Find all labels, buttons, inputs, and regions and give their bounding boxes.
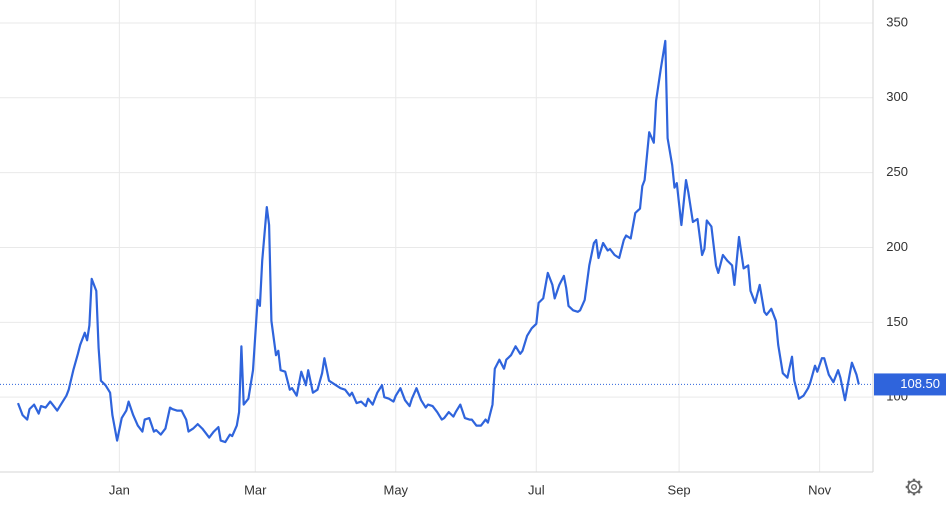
y-tick-label: 150 — [886, 314, 908, 329]
x-tick-label: Sep — [668, 482, 691, 497]
last-value-label: 108.50 — [900, 376, 940, 391]
x-tick-label: May — [383, 482, 408, 497]
y-tick-label: 300 — [886, 89, 908, 104]
x-tick-label: Mar — [244, 482, 267, 497]
x-tick-label: Jul — [528, 482, 545, 497]
x-tick-label: Jan — [109, 482, 130, 497]
x-tick-label: Nov — [808, 482, 832, 497]
y-tick-label: 250 — [886, 164, 908, 179]
last-value-badge — [874, 373, 946, 396]
settings-icon[interactable] — [905, 478, 923, 496]
y-tick-label: 200 — [886, 239, 908, 254]
line-series — [16, 39, 860, 444]
y-tick-label: 350 — [886, 14, 908, 29]
